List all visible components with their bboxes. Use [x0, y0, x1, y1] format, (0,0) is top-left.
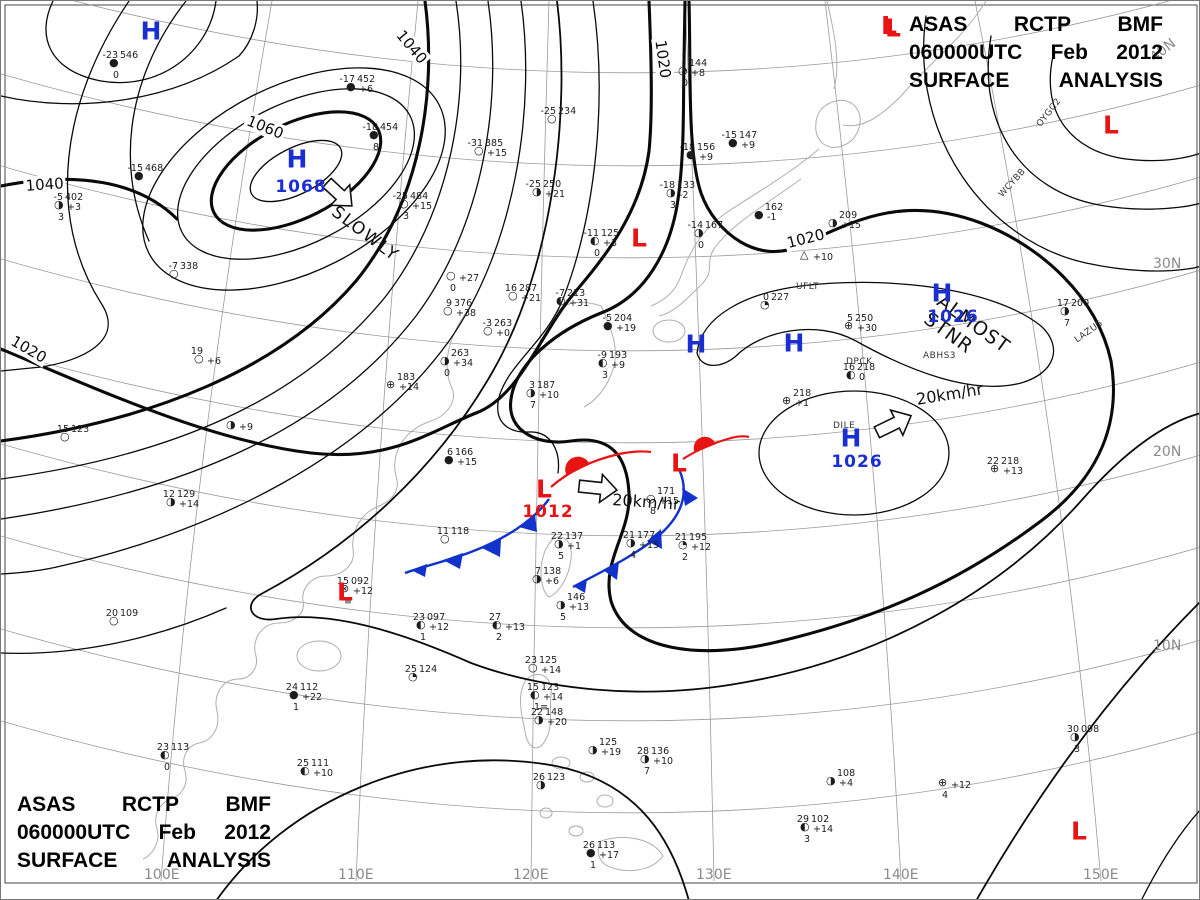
movement-arrow-slowly [321, 177, 353, 207]
chart-title-top-right: ASAS RCTP BMF 060000UTC Feb 2012 SURFACE ANAL… [909, 13, 1163, 97]
title-word: RCTP [121, 793, 180, 816]
title-word: RCTP [1013, 13, 1072, 36]
movement-arrows [321, 177, 913, 505]
cold-front-east [572, 468, 698, 593]
map-frame [4, 4, 1198, 884]
warm-front-east [682, 435, 750, 460]
title-word: ANALYSIS [1058, 69, 1163, 92]
title-line-1: ASAS RCTP BMF [17, 793, 271, 821]
title-word: SURFACE [909, 69, 1010, 92]
isobar-1040-west [1, 177, 179, 221]
title-word: 060000UTC [909, 41, 1023, 64]
title-word: ASAS [17, 793, 76, 816]
title-line-3: SURFACE ANALYSIS [909, 69, 1163, 97]
title-line-2: 060000UTC Feb 2012 [909, 41, 1163, 69]
title-line-2: 060000UTC Feb 2012 [17, 821, 271, 849]
title-word: 2012 [224, 821, 271, 844]
title-word: Feb [1050, 41, 1088, 64]
isobar-1020-east [509, 1, 1115, 653]
movement-arrow-east [577, 472, 619, 505]
title-word: SURFACE [17, 849, 118, 872]
low-marker-title-corner: L [881, 11, 897, 40]
isobar-1020-west [1, 1, 653, 457]
warm-front-west [550, 450, 652, 488]
title-line-1: ASAS RCTP BMF [909, 13, 1163, 41]
coastlines [142, 1, 987, 872]
isobar-1040-upper [1, 1, 431, 443]
title-line-3: SURFACE ANALYSIS [17, 849, 271, 877]
chart-title-bottom-left: ASAS RCTP BMF 060000UTC Feb 2012 SURFACE ANAL… [17, 793, 271, 877]
title-word: Feb [158, 821, 196, 844]
movement-arrow-northeast [873, 408, 913, 439]
title-word: 2012 [1116, 41, 1163, 64]
title-word: BMF [1117, 13, 1164, 36]
title-word: 060000UTC [17, 821, 131, 844]
cold-front-west [404, 498, 550, 577]
title-word: ASAS [909, 13, 968, 36]
title-word: ANALYSIS [166, 849, 271, 872]
title-word: BMF [225, 793, 272, 816]
